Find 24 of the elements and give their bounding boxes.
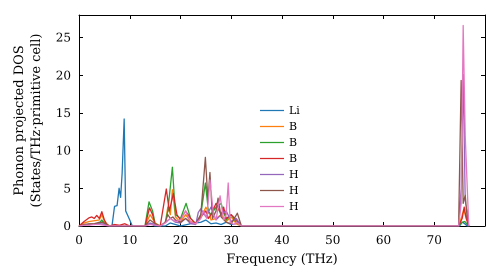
y-tick-label: 5: [63, 181, 71, 196]
legend-label: B: [289, 152, 298, 165]
y-axis-title: Phonon projected DOS (States/THz·primitive cell): [12, 33, 44, 208]
y-tick-label: 10: [56, 144, 71, 158]
legend-label: B: [289, 120, 298, 133]
legend-label: H: [289, 200, 299, 213]
x-tick-label: 20: [172, 233, 188, 247]
x-tick-label: 50: [325, 233, 340, 247]
legend-label: B: [289, 136, 298, 149]
x-tick-label: 0: [75, 233, 83, 247]
line-series: [78, 24, 470, 227]
legend-label: Li: [289, 104, 300, 117]
y-tick-label: 0: [63, 219, 71, 233]
y-tick-label: 15: [56, 106, 71, 120]
y-tick-label: 25: [56, 30, 71, 45]
legend-label: H: [289, 168, 299, 181]
x-tick-label: 60: [376, 233, 392, 247]
x-tick-label: 40: [274, 233, 290, 247]
x-tick-label: 10: [122, 233, 138, 247]
x-tick-label: 70: [426, 233, 442, 247]
y-tick-label: 20: [56, 68, 71, 82]
x-axis-title: Frequency (THz): [226, 252, 338, 267]
legend-label: H: [289, 184, 299, 197]
x-tick-label: 30: [224, 233, 239, 247]
